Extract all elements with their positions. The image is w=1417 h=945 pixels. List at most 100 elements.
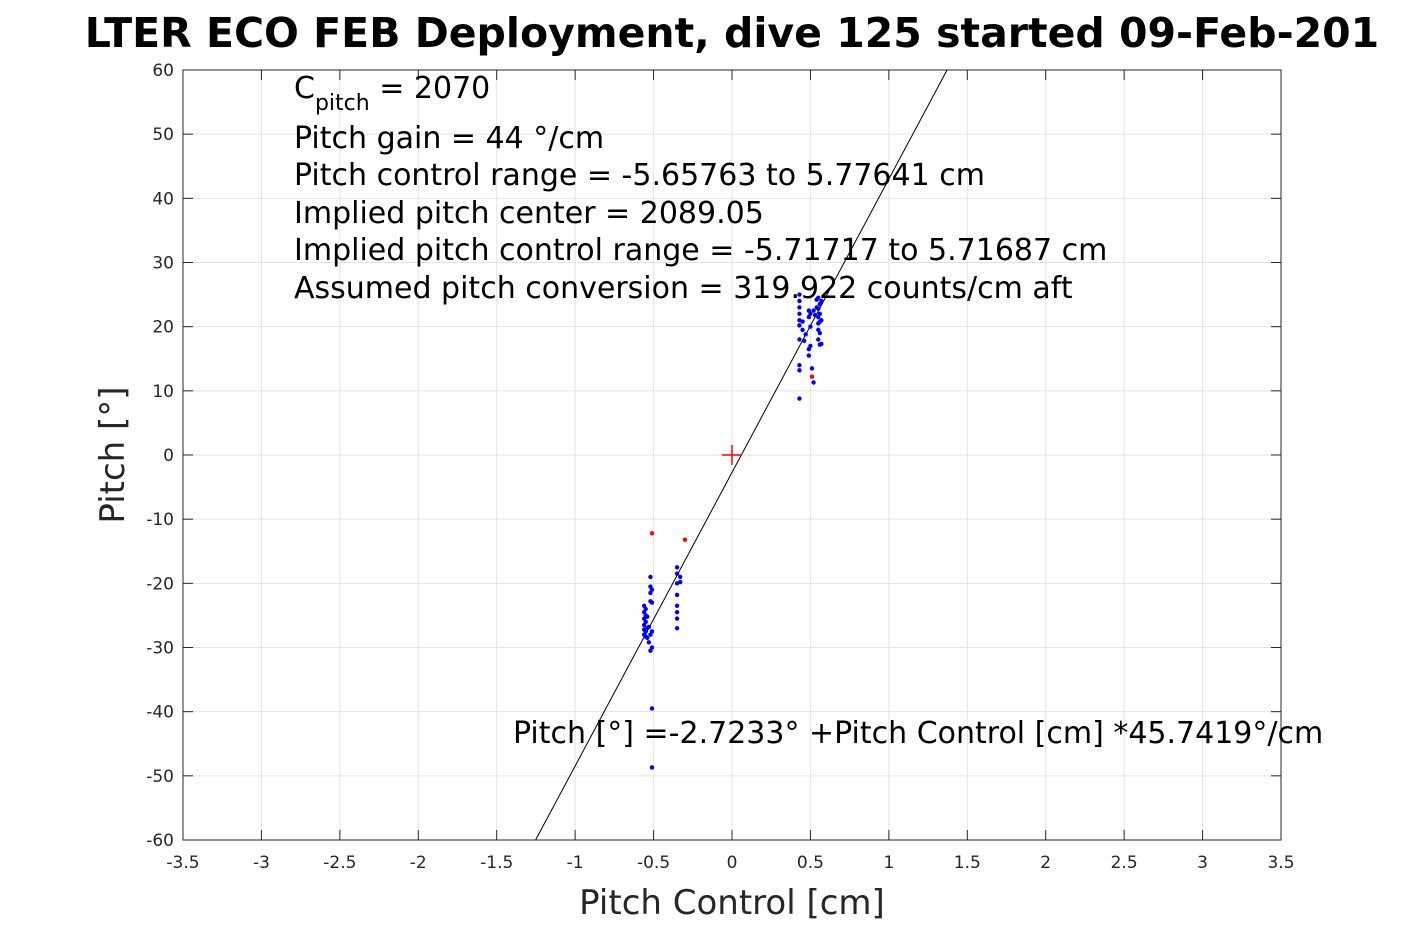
x-tick-label: 3 bbox=[1197, 853, 1208, 873]
c-pitch-value: = 2070 bbox=[370, 71, 491, 106]
data-point bbox=[649, 765, 655, 770]
y-tick-label: -40 bbox=[146, 703, 174, 723]
info-annotations: Cpitch = 2070 Pitch gain = 44 °/cm Pitch… bbox=[294, 71, 1107, 306]
x-tick-label: 1 bbox=[883, 853, 894, 873]
y-tick-label: -20 bbox=[146, 574, 174, 594]
x-tick-labels: -3.5 -3 -2.5 -2 -1.5 -1 -0.5 0 0.5 1 1.5 2 2.5 3 3.5 bbox=[166, 853, 1294, 873]
x-tick-label: -1 bbox=[567, 853, 584, 873]
y-tick-label: 0 bbox=[163, 446, 174, 466]
center-marker-layer bbox=[722, 445, 742, 465]
y-tick-label: -50 bbox=[146, 767, 174, 787]
c-pitch-symbol: C bbox=[294, 71, 315, 106]
data-point bbox=[674, 626, 680, 631]
c-pitch-subscript: pitch bbox=[315, 91, 370, 116]
x-tick-label: 0 bbox=[727, 853, 738, 873]
data-point bbox=[809, 366, 815, 371]
data-point bbox=[797, 323, 802, 328]
data-point bbox=[809, 374, 815, 379]
data-point bbox=[649, 645, 655, 650]
chart-title: LTER ECO FEB Deployment, dive 125 starte… bbox=[85, 9, 1379, 57]
data-point bbox=[649, 706, 655, 711]
y-tick-label: -60 bbox=[146, 831, 174, 851]
data-point bbox=[674, 565, 680, 570]
y-tick-label: 60 bbox=[152, 61, 174, 81]
data-point bbox=[797, 311, 802, 317]
implied-pitch-control-range-annotation: Implied pitch control range = -5.71717 t… bbox=[294, 233, 1107, 268]
data-point bbox=[674, 571, 680, 576]
data-point bbox=[808, 324, 813, 329]
data-point bbox=[817, 311, 823, 317]
data-point bbox=[811, 380, 816, 385]
data-point bbox=[808, 311, 813, 317]
data-points bbox=[641, 292, 824, 770]
data-point bbox=[816, 337, 821, 342]
assumed-pitch-conversion-annotation: Assumed pitch conversion = 319.922 count… bbox=[294, 271, 1073, 306]
x-tick-label: -2 bbox=[410, 853, 427, 873]
x-tick-label: -3.5 bbox=[166, 853, 199, 873]
data-point bbox=[797, 396, 802, 401]
y-tick-labels: -60 -50 -40 -30 -20 -10 0 10 20 30 40 50 60 bbox=[146, 61, 174, 851]
x-tick-label: -0.5 bbox=[637, 853, 670, 873]
y-tick-label: -30 bbox=[146, 639, 174, 659]
data-point bbox=[674, 616, 680, 621]
data-point bbox=[797, 292, 802, 297]
data-point bbox=[800, 319, 805, 324]
data-point bbox=[649, 629, 655, 634]
data-point bbox=[643, 619, 648, 625]
x-tick-label: 3.5 bbox=[1267, 853, 1294, 873]
pitch-gain-annotation: Pitch gain = 44 °/cm bbox=[294, 121, 604, 156]
x-tick-label: 2 bbox=[1040, 853, 1051, 873]
x-tick-label: -3 bbox=[253, 853, 270, 873]
x-tick-label: -2.5 bbox=[323, 853, 356, 873]
pitch-control-range-annotation: Pitch control range = -5.65763 to 5.7764… bbox=[294, 158, 985, 193]
c-pitch-annotation: Cpitch = 2070 bbox=[294, 71, 490, 116]
data-point bbox=[816, 306, 821, 311]
y-tick-label: 40 bbox=[152, 189, 174, 209]
data-point bbox=[674, 603, 680, 608]
data-point bbox=[800, 327, 805, 333]
y-tick-label: 50 bbox=[152, 125, 174, 145]
x-axis-label: Pitch Control [cm] bbox=[579, 883, 885, 923]
data-point bbox=[797, 362, 802, 368]
data-point bbox=[819, 318, 824, 323]
data-point bbox=[646, 640, 652, 645]
x-tick-label: 0.5 bbox=[797, 853, 824, 873]
data-point bbox=[648, 574, 653, 580]
data-point bbox=[811, 308, 816, 313]
implied-pitch-center-annotation: Implied pitch center = 2089.05 bbox=[294, 196, 764, 231]
fit-equation-annotation: Pitch [°] =-2.7233° +Pitch Control [cm] … bbox=[513, 716, 1323, 751]
data-point bbox=[645, 635, 650, 641]
y-tick-label: 10 bbox=[152, 382, 174, 402]
x-tick-label: 2.5 bbox=[1111, 853, 1138, 873]
x-tick-label: -1.5 bbox=[480, 853, 513, 873]
data-point bbox=[801, 338, 807, 343]
data-point bbox=[674, 610, 680, 615]
data-point bbox=[808, 343, 813, 349]
x-tick-label: 1.5 bbox=[954, 853, 981, 873]
data-point bbox=[649, 587, 655, 592]
y-axis-label: Pitch [°] bbox=[93, 386, 133, 523]
data-point bbox=[674, 592, 680, 598]
data-point bbox=[645, 614, 650, 619]
data-point bbox=[797, 305, 802, 310]
data-point bbox=[797, 298, 802, 304]
data-point bbox=[819, 298, 824, 304]
data-point bbox=[682, 537, 688, 542]
data-point bbox=[678, 574, 683, 580]
y-tick-label: 20 bbox=[152, 318, 174, 338]
data-point bbox=[816, 295, 821, 300]
axis-ticks bbox=[182, 69, 1282, 841]
data-point bbox=[803, 332, 808, 337]
data-point bbox=[806, 353, 812, 358]
data-point bbox=[678, 579, 683, 585]
data-point bbox=[643, 606, 648, 612]
data-point bbox=[819, 341, 824, 347]
y-tick-label: -10 bbox=[146, 510, 174, 530]
y-tick-label: 30 bbox=[152, 254, 174, 274]
data-point bbox=[649, 600, 655, 605]
data-point bbox=[649, 531, 655, 536]
data-point bbox=[646, 624, 652, 630]
data-point bbox=[797, 337, 802, 342]
data-point bbox=[817, 330, 823, 336]
